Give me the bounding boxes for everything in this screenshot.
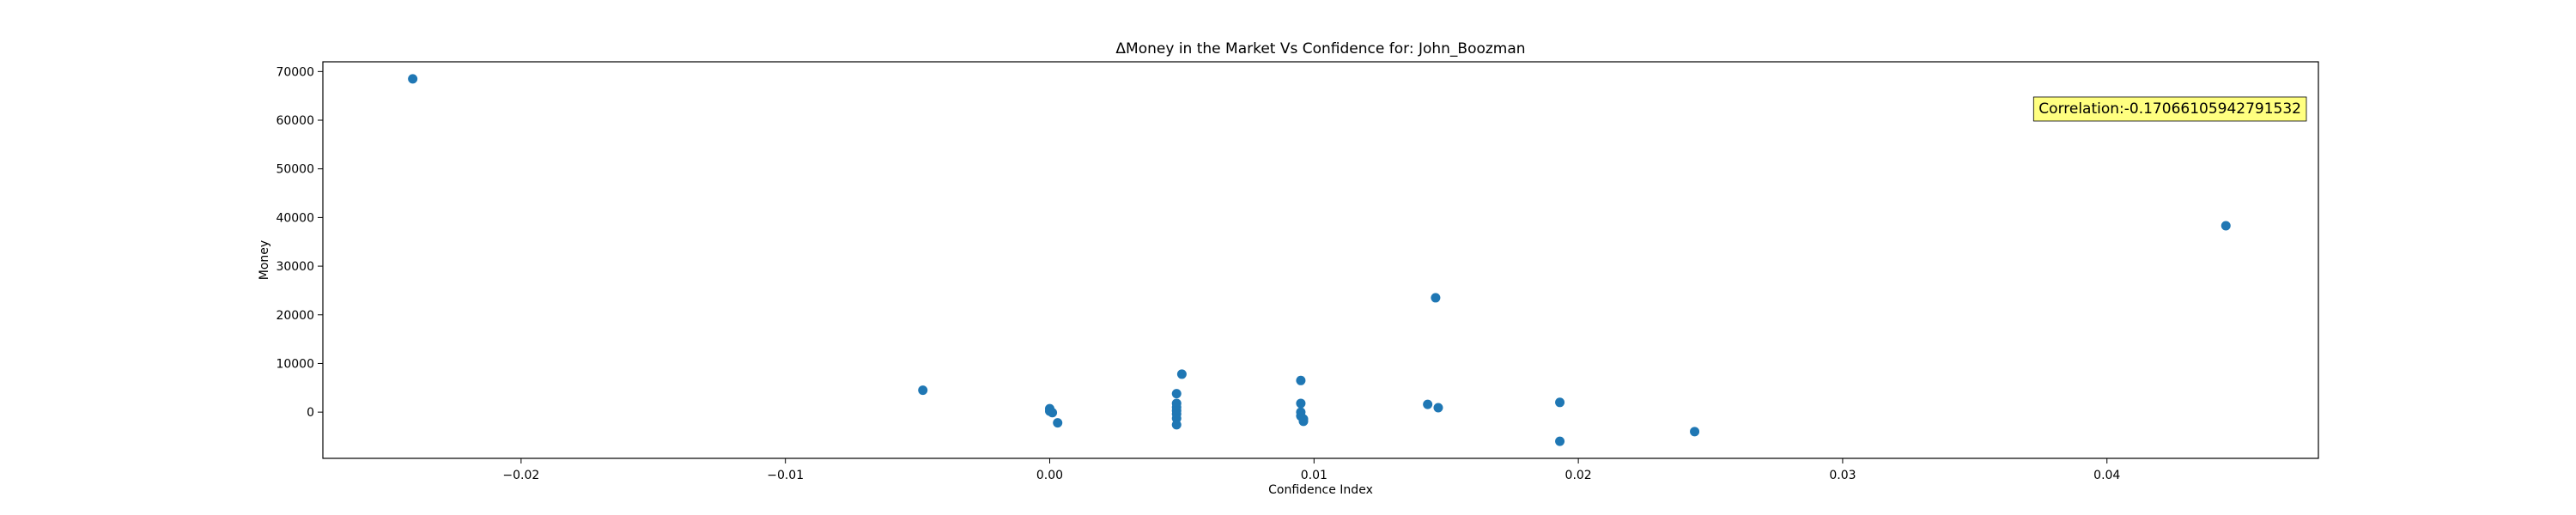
plot-area — [322, 61, 2319, 459]
data-point — [1298, 416, 1309, 427]
y-axis-label: Money — [258, 240, 271, 280]
data-point — [1171, 389, 1182, 399]
data-point — [1296, 398, 1306, 409]
data-point — [2221, 221, 2231, 231]
data-point — [1690, 427, 1700, 437]
x-tick-label: −0.01 — [767, 469, 804, 482]
y-tick-label: 10000 — [276, 357, 314, 371]
correlation-box — [2032, 96, 2307, 122]
x-tick-label: 0.04 — [2093, 469, 2120, 482]
data-point — [1176, 369, 1187, 379]
correlation-text: Correlation:-0.17066105942791532 — [2038, 100, 2301, 118]
x-tick-label: −0.02 — [502, 469, 539, 482]
x-tick-label: 0.03 — [1829, 469, 1856, 482]
y-tick-label: 0 — [307, 406, 314, 420]
data-point — [1555, 436, 1565, 446]
y-tick-label: 50000 — [276, 163, 314, 177]
chart-title: ΔMoney in the Market Vs Confidence for: … — [1115, 40, 1525, 58]
data-point — [1171, 420, 1182, 430]
data-point — [1433, 403, 1443, 413]
data-point — [1053, 418, 1063, 428]
correlation-annotation: Correlation:-0.17066105942791532 — [2032, 96, 2307, 122]
x-tick-label: 0.02 — [1565, 469, 1592, 482]
y-tick-label: 70000 — [276, 65, 314, 79]
x-axis-label: Confidence Index — [1268, 483, 1373, 497]
data-point — [1296, 375, 1306, 385]
y-tick-label: 20000 — [276, 309, 314, 323]
x-tick-label: 0.00 — [1036, 469, 1063, 482]
data-points — [408, 74, 2231, 446]
y-axis: 0 10000 20000 30000 40000 50000 60000 70000 — [276, 65, 323, 420]
y-tick-label: 60000 — [276, 114, 314, 128]
data-point — [918, 385, 928, 396]
y-tick-label: 40000 — [276, 211, 314, 225]
data-point — [1423, 399, 1433, 409]
x-axis: −0.02 −0.01 0.00 0.01 0.02 0.03 0.04 — [502, 458, 2120, 482]
y-tick-label: 30000 — [276, 260, 314, 274]
data-point — [1431, 293, 1441, 303]
x-tick-label: 0.01 — [1301, 469, 1327, 482]
data-point — [1555, 397, 1565, 408]
data-point — [1048, 408, 1058, 418]
data-point — [408, 74, 418, 84]
